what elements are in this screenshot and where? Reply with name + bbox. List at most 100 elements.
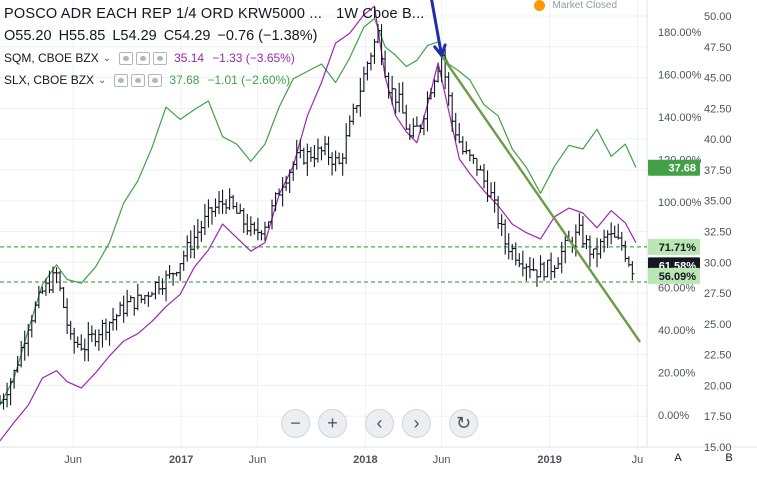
ohlc-bar: [103, 318, 108, 341]
ohlc-bar: [29, 315, 34, 338]
ohlc-bar: [584, 235, 589, 250]
support-lines: [0, 246, 647, 283]
trendline-group: [436, 49, 641, 343]
ohlc-values: O55.20 H55.85 L54.29 C54.29 −0.76 (−1.38…: [4, 25, 425, 47]
ohlc-bar: [556, 257, 561, 269]
price-tick-label: 40.00: [704, 134, 732, 146]
percent-tick-label: 180.00%: [658, 27, 702, 39]
sqm-line: [0, 5, 637, 442]
zoom-in-button[interactable]: +: [318, 409, 347, 438]
ohlc-bar: [142, 294, 147, 305]
ohlc-bar: [421, 115, 426, 136]
price-tick-label: 30.00: [704, 257, 732, 269]
ohlc-bar: [15, 355, 20, 373]
pkx-ohlc-series: [0, 24, 635, 410]
scroll-left-button[interactable]: ‹: [365, 409, 394, 438]
ohlc-bar: [107, 321, 112, 346]
change-value: −0.76 (−1.38%): [217, 28, 318, 44]
exchange-label: Cboe B...: [362, 6, 425, 22]
arrow-head-icon: [433, 43, 447, 57]
chevron-down-icon[interactable]: ⌄: [98, 74, 107, 86]
price-tick-label: 47.50: [704, 42, 732, 54]
ohlc-bar: [164, 270, 169, 302]
time-tick-label: 2019: [537, 454, 561, 466]
ohlc-bar: [206, 199, 211, 228]
time-tick-label: Jun: [64, 454, 82, 466]
ohlc-bar: [471, 154, 476, 164]
ohlc-bar: [517, 253, 522, 268]
price-tick-label: 27.50: [704, 288, 732, 300]
visibility-eye-icon[interactable]: [114, 73, 129, 87]
ohlc-bar: [347, 115, 352, 137]
zoom-out-button[interactable]: −: [281, 409, 310, 438]
more-options-icon[interactable]: [153, 51, 168, 65]
ohlc-bar: [542, 261, 547, 281]
settings-gear-icon[interactable]: [131, 73, 146, 87]
sqm-value: 35.14: [174, 51, 205, 65]
percent-tick-label: 100.00%: [658, 197, 702, 209]
price-label-box: [648, 267, 700, 284]
price-tick-label: 17.50: [704, 411, 732, 423]
price-label-text: 56.09%: [659, 271, 697, 283]
ohlc-bar: [111, 307, 116, 331]
ohlc-bar: [411, 118, 416, 138]
ohlc-bar: [301, 147, 306, 165]
ohlc-bar: [149, 291, 154, 297]
ohlc-bar: [192, 225, 197, 259]
ohlc-bar: [96, 329, 101, 351]
ohlc-bar: [50, 266, 55, 294]
ohlc-bar: [146, 291, 151, 307]
percent-tick-label: 60.00%: [658, 282, 696, 294]
warning-dot-icon: [533, 0, 545, 11]
ohlc-bar: [563, 236, 568, 264]
slx-value: 37.68: [169, 73, 200, 87]
ohlc-bar: [280, 177, 285, 207]
ohlc-bar: [312, 145, 317, 168]
ohlc-bar: [626, 256, 631, 267]
visibility-eye-icon[interactable]: [119, 51, 134, 65]
slx-line: [0, 17, 637, 406]
legend-slx[interactable]: SLX, CBOE BZX ⌄ 37.68 −1.01 (−2.60%): [4, 69, 425, 91]
price-tick-label: 22.50: [704, 350, 732, 362]
ohlc-bar: [481, 164, 486, 189]
ohlc-bar: [340, 153, 345, 176]
main-series-legend[interactable]: POSCO ADR EACH REP 1/4 ORD KRW5000 ... 1…: [4, 3, 425, 25]
ohlc-bar: [337, 152, 342, 165]
open-value: O55.20: [4, 28, 52, 44]
legend-sqm[interactable]: SQM, CBOE BZX ⌄ 35.14 −1.33 (−3.65%): [4, 47, 425, 69]
price-tick-label: 50.00: [704, 11, 732, 23]
log-scale-button[interactable]: B: [725, 452, 733, 464]
ohlc-bar: [224, 199, 229, 215]
ohlc-bar: [121, 295, 126, 323]
sqm-symbol: SQM, CBOE BZX: [4, 51, 99, 65]
slx-change: −1.01 (−2.60%): [207, 73, 291, 87]
ohlc-bar: [171, 272, 176, 286]
ohlc-bar: [202, 204, 207, 236]
percent-tick-label: 0.00%: [658, 410, 689, 422]
ohlc-bar: [294, 139, 299, 170]
reset-chart-button[interactable]: ↻: [449, 409, 478, 438]
ohlc-bar: [58, 271, 63, 292]
ohlc-bar: [474, 157, 479, 176]
ohlc-bar: [36, 286, 41, 309]
more-options-icon[interactable]: [148, 73, 163, 87]
market-status-label: Market Closed: [552, 0, 617, 11]
low-value: L54.29: [112, 28, 157, 44]
ohlc-bar: [319, 146, 324, 161]
price-tick-label: 35.00: [704, 196, 732, 208]
ohlc-bar: [61, 286, 66, 309]
price-tick-label: 32.50: [704, 227, 732, 239]
ohlc-bar: [54, 267, 59, 284]
ohlc-bar: [174, 271, 179, 277]
scroll-right-button[interactable]: ›: [402, 409, 431, 438]
settings-gear-icon[interactable]: [136, 51, 151, 65]
ohlc-bar: [354, 105, 359, 114]
ohlc-bar: [630, 261, 635, 281]
ohlc-bar: [503, 219, 508, 255]
auto-scale-button[interactable]: A: [674, 452, 682, 464]
ohlc-bar: [82, 338, 87, 362]
interval-label: 1W: [336, 6, 359, 22]
chevron-down-icon[interactable]: ⌄: [102, 52, 112, 64]
ohlc-bar: [220, 189, 225, 214]
